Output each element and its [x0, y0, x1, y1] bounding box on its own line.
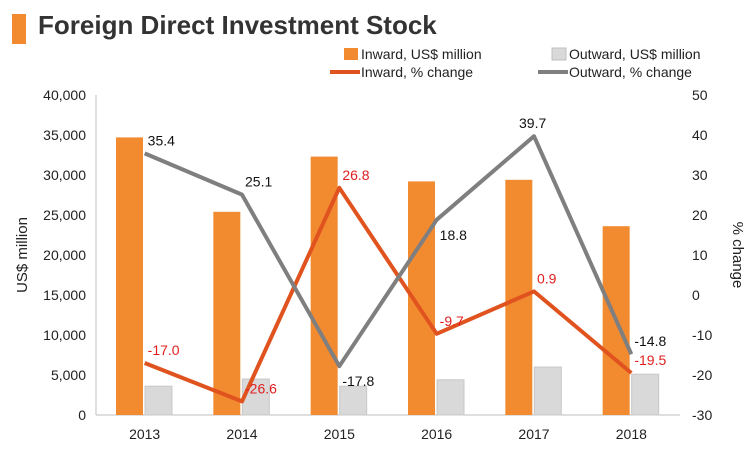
y2-tick-label: 10: [692, 247, 708, 263]
y2-tick-label: 50: [692, 87, 708, 103]
y-tick-label: 10,000: [43, 327, 86, 343]
x-tick-label: 2018: [616, 426, 647, 442]
bar-outward: [533, 366, 562, 416]
legend-label-outward-line: Outward, % change: [569, 64, 692, 80]
data-label-inward: 0.9: [537, 270, 557, 286]
data-label-inward: 26.8: [342, 167, 369, 183]
legend: Inward, US$ million Outward, US$ million…: [330, 46, 701, 80]
data-label-outward: 39.7: [519, 115, 546, 131]
y-tick-label: 40,000: [43, 87, 86, 103]
y2-tick-label: -30: [692, 407, 712, 423]
y2-tick-label: 40: [692, 127, 708, 143]
bar-inward: [310, 156, 338, 415]
legend-swatch-inward-bar: [344, 48, 358, 60]
data-label-outward: 18.8: [440, 227, 467, 243]
title-accent-bar: [12, 14, 26, 44]
x-tick-label: 2017: [518, 426, 549, 442]
bar-outward: [144, 385, 173, 416]
chart-marks: 40,000 35,000 30,000 25,000 20,000 15,000 10,0…: [43, 87, 712, 442]
y-axis-label: US$ million: [14, 217, 31, 293]
x-tick-label: 2016: [421, 426, 452, 442]
y-tick-label: 5,000: [51, 367, 86, 383]
y-tick-label: 25,000: [43, 207, 86, 223]
bar-outward: [631, 373, 660, 416]
data-label-inward: -17.0: [148, 342, 180, 358]
bar-outward: [241, 378, 270, 416]
data-label-outward: -14.8: [634, 333, 666, 349]
y-tick-label: 15,000: [43, 287, 86, 303]
bar-inward: [116, 137, 143, 415]
data-label-outward: 25.1: [245, 174, 272, 190]
legend-label-inward-bar: Inward, US$ million: [361, 46, 482, 62]
x-tick-label: 2015: [324, 426, 355, 442]
bar-outward: [436, 379, 465, 416]
data-label-inward: -9.7: [440, 313, 464, 329]
y2-tick-label: 20: [692, 207, 708, 223]
chart-title: Foreign Direct Investment Stock: [38, 10, 437, 40]
y-tick-label: 20,000: [43, 247, 86, 263]
data-label-inward: -19.5: [634, 352, 666, 368]
y2-tick-label: -10: [692, 327, 712, 343]
legend-label-outward-bar: Outward, US$ million: [569, 46, 701, 62]
y-tick-label: 35,000: [43, 127, 86, 143]
line-inward-pct-change: [143, 185, 633, 404]
x-tick-label: 2014: [226, 426, 257, 442]
legend-swatch-outward-bar: [551, 47, 567, 61]
data-label-outward: 35.4: [148, 132, 175, 148]
y2-axis-label: % change: [729, 222, 746, 289]
y-tick-label: 0: [78, 407, 86, 423]
y2-tick-label: 0: [692, 287, 700, 303]
bar-outward: [339, 385, 368, 416]
data-label-outward: -17.8: [342, 373, 374, 389]
y-tick-label: 30,000: [43, 167, 86, 183]
line-outward-pct-change: [143, 134, 634, 369]
data-label-inward: -26.6: [245, 380, 277, 396]
legend-label-inward-line: Inward, % change: [361, 64, 473, 80]
y2-tick-label: -20: [692, 367, 712, 383]
y2-tick-label: 30: [692, 167, 708, 183]
x-tick-label: 2013: [129, 426, 160, 442]
bar-inward: [213, 211, 241, 415]
